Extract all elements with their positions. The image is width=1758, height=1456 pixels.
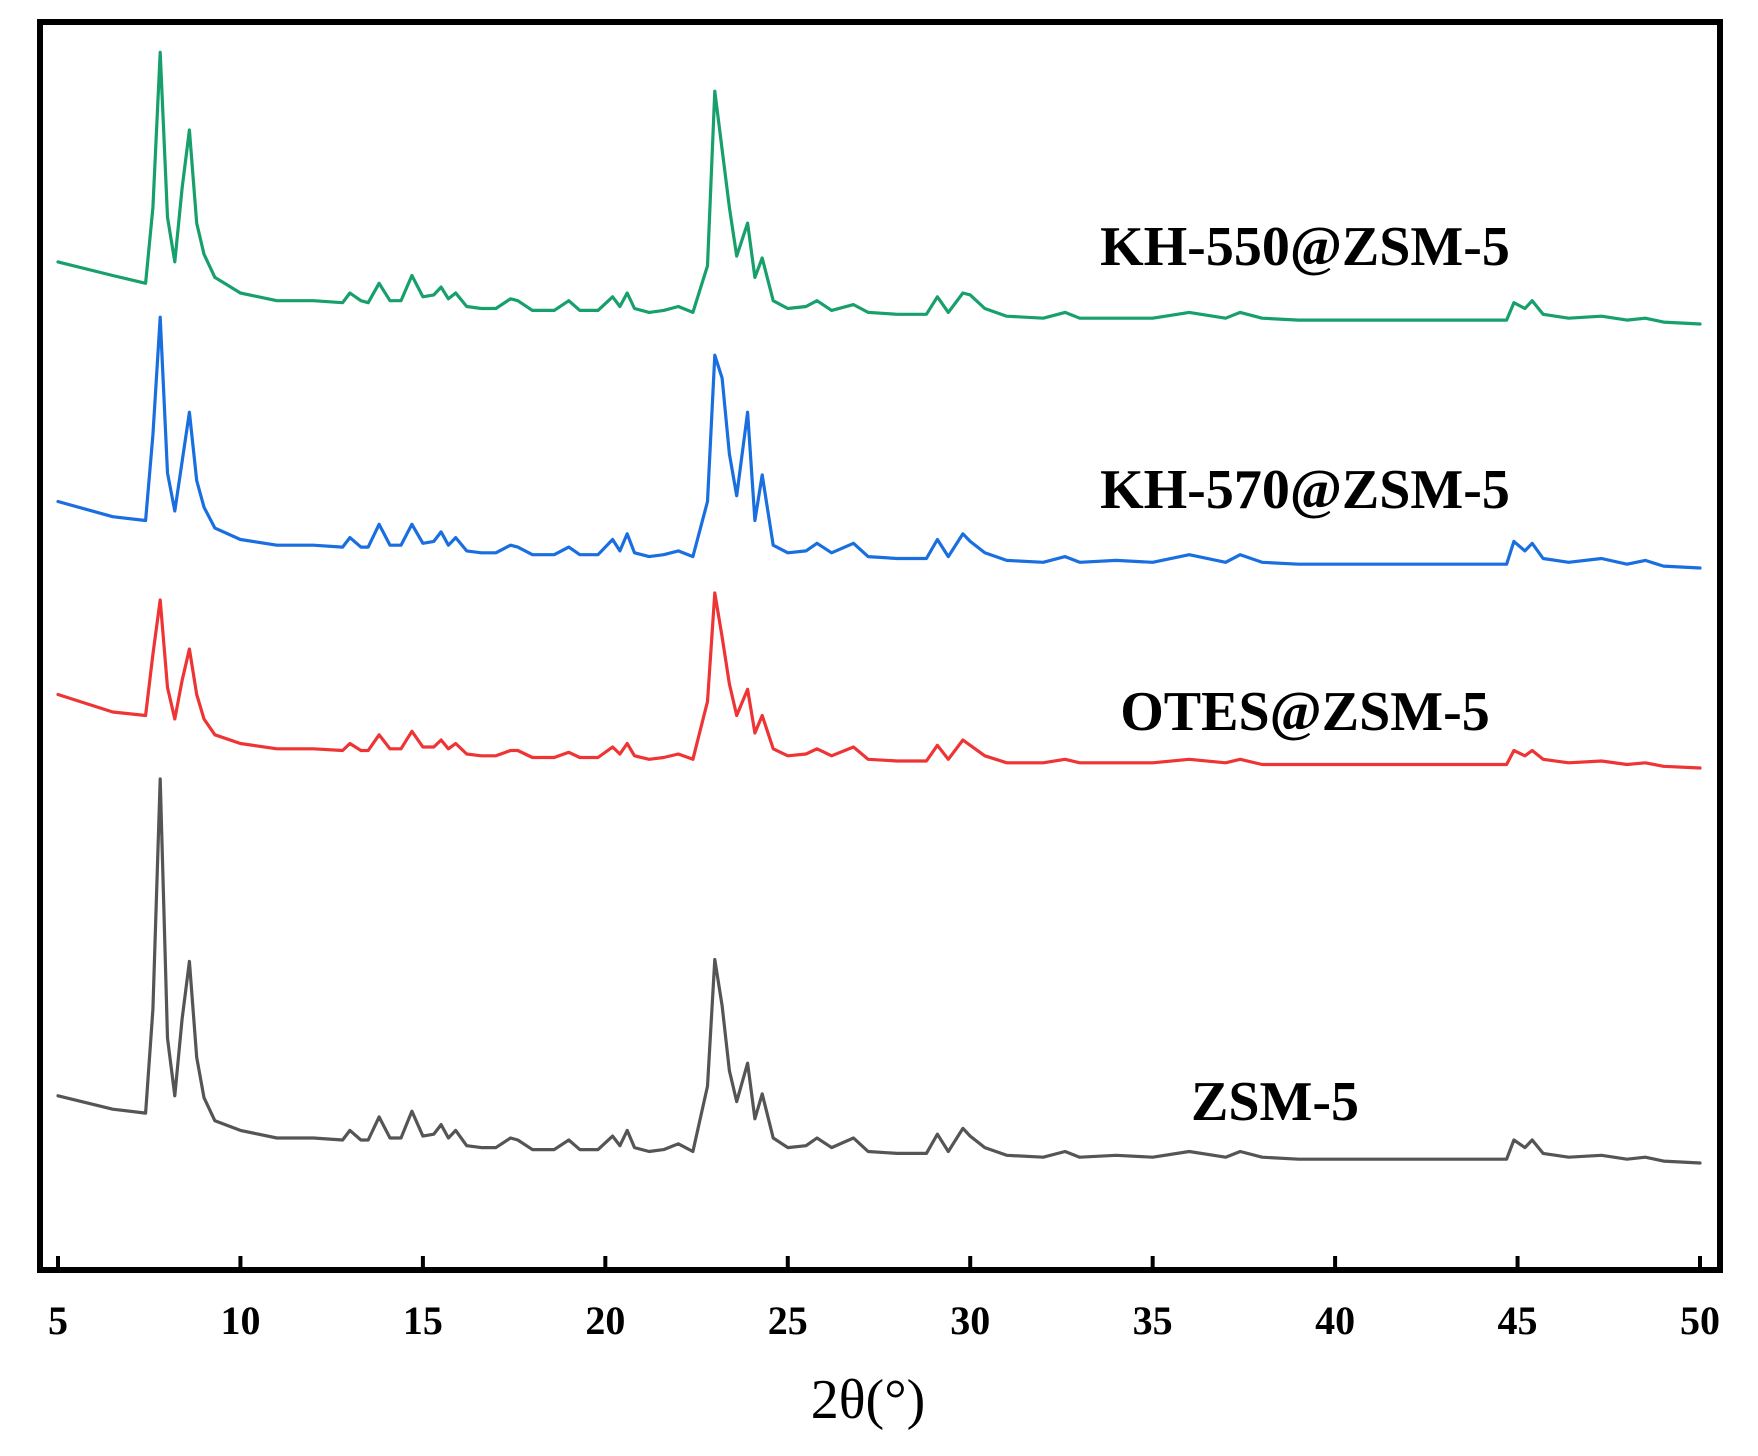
x-tick-label-10: 10 bbox=[220, 1298, 260, 1343]
x-tick-label-15: 15 bbox=[403, 1298, 443, 1343]
x-axis-tick-labels: 5 10 15 20 25 30 35 40 45 50 bbox=[48, 1298, 1720, 1343]
series-label-kh-570-zsm-5: KH-570@ZSM-5 bbox=[1100, 459, 1510, 521]
series-label-otes-zsm-5: OTES@ZSM-5 bbox=[1120, 681, 1490, 743]
traces bbox=[56, 50, 1702, 1165]
x-axis-ticks bbox=[56, 1256, 1702, 1270]
x-tick-label-35: 35 bbox=[1133, 1298, 1173, 1343]
x-tick-label-50: 50 bbox=[1680, 1298, 1720, 1343]
x-tick-label-25: 25 bbox=[768, 1298, 808, 1343]
x-tick-label-5: 5 bbox=[48, 1298, 68, 1343]
x-tick-label-40: 40 bbox=[1315, 1298, 1355, 1343]
series-labels: KH-550@ZSM-5 KH-570@ZSM-5 OTES@ZSM-5 ZSM-5 bbox=[1100, 216, 1510, 1133]
x-tick-label-20: 20 bbox=[585, 1298, 625, 1343]
trace-kh-570-zsm-5 bbox=[56, 315, 1702, 570]
x-tick-label-45: 45 bbox=[1498, 1298, 1538, 1343]
plot-frame bbox=[37, 19, 1723, 1273]
x-axis-title: 2θ(°) bbox=[811, 1369, 926, 1431]
series-label-zsm-5: ZSM-5 bbox=[1191, 1071, 1359, 1133]
trace-zsm-5 bbox=[56, 777, 1702, 1165]
x-tick-label-30: 30 bbox=[950, 1298, 990, 1343]
series-label-kh-550-zsm-5: KH-550@ZSM-5 bbox=[1100, 216, 1510, 278]
trace-kh-550-zsm-5 bbox=[56, 50, 1702, 326]
trace-otes-zsm-5 bbox=[56, 591, 1702, 770]
